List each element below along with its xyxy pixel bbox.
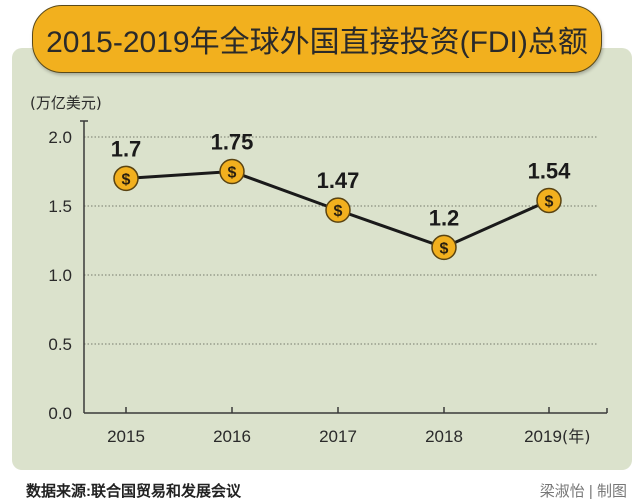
dollar-coin-icon: $ (431, 234, 457, 261)
credit: 梁淑怡 | 制图 (539, 483, 627, 500)
data-label: 1.7 (111, 136, 142, 161)
y-tick-label: 0.5 (48, 335, 72, 354)
data-labels: 1.7 1.75 1.47 1.2 1.54 (111, 130, 571, 231)
x-tick-label: 2018 (425, 427, 463, 446)
y-axis-label: (万亿美元) (30, 94, 102, 112)
markers: $ $ $ $ $ (113, 158, 562, 261)
marker-symbol: $ (122, 171, 131, 188)
data-label: 1.54 (528, 158, 572, 183)
x-unit-label: (年) (562, 427, 591, 446)
y-tick-label: 1.0 (48, 266, 72, 285)
x-tick-label: 2015 (107, 427, 145, 446)
data-label: 1.75 (211, 130, 254, 155)
dollar-coin-icon: $ (325, 197, 351, 223)
dollar-coin-icon: $ (219, 158, 245, 185)
y-tick-label: 1.5 (48, 197, 72, 216)
data-label: 1.47 (317, 168, 360, 193)
data-label: 1.2 (429, 205, 460, 230)
marker-circle (325, 197, 351, 223)
marker-circle (431, 234, 457, 261)
y-tick-label: 2.0 (48, 128, 72, 147)
chart-panel (12, 48, 632, 470)
y-tick-labels: 0.0 0.5 1.0 1.5 2.0 (48, 128, 72, 423)
marker-circle (113, 165, 139, 192)
chart-title: 2015-2019年全球外国直接投资(FDI)总额 (32, 5, 602, 73)
dollar-coin-icon: $ (113, 165, 139, 192)
x-tick-label: 2019 (524, 427, 562, 446)
marker-circle (219, 158, 245, 185)
y-tick-label: 0.0 (48, 404, 72, 423)
axes (80, 120, 608, 414)
marker-symbol: $ (545, 193, 554, 210)
x-tick-label: 2016 (213, 427, 251, 446)
x-tick-labels: 2015 2016 2017 2018 2019 (年) (107, 427, 590, 446)
data-source: 数据来源:联合国贸易和发展会议 (26, 483, 241, 500)
marker-symbol: $ (228, 165, 237, 182)
x-tick-label: 2017 (319, 427, 357, 446)
marker-circle (536, 187, 562, 214)
dollar-coin-icon: $ (536, 187, 562, 214)
marker-symbol: $ (440, 240, 449, 257)
marker-symbol: $ (334, 203, 343, 220)
